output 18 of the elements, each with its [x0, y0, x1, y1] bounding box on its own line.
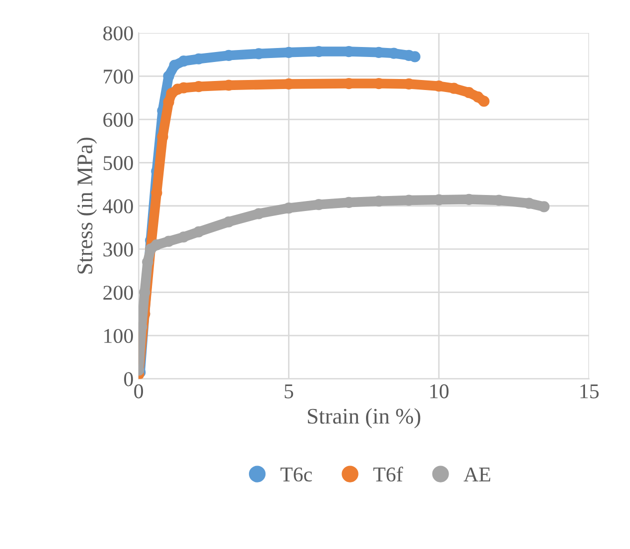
x-tick-label: 10 [430, 384, 449, 398]
y-tick-label: 600 [103, 112, 133, 127]
legend-label: T6f [373, 466, 404, 482]
x-axis-title: Strain (in %) [308, 408, 420, 428]
x-tick-label: 5 [284, 384, 294, 398]
y-tick-label: 100 [104, 328, 133, 344]
y-tick-label: 700 [104, 70, 133, 84]
y-tick-label: 400 [102, 199, 133, 214]
x-tick-label: 0 [134, 384, 144, 398]
y-tick-label: 500 [104, 156, 133, 170]
legend-label: T6c [280, 468, 312, 482]
x-tick-label: 15 [580, 384, 599, 398]
y-tick-label: 300 [103, 242, 133, 257]
y-tick-label: 800 [103, 26, 133, 40]
y-axis-title: Stress (in MPa) [76, 138, 97, 274]
y-tick-label: 0 [124, 372, 133, 386]
y-tick-label: 200 [103, 286, 133, 300]
legend-label: AE [464, 468, 490, 482]
